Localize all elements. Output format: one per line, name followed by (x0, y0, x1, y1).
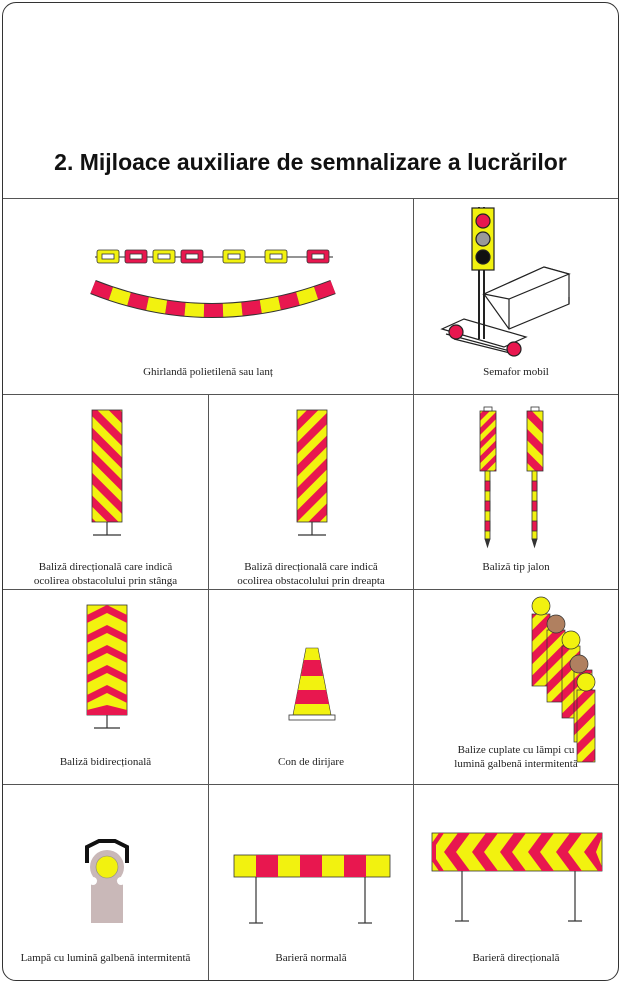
directional-barrier-icon (431, 832, 603, 922)
bidirectional-beacon-icon (86, 604, 128, 729)
beacon-right-caption-line1: Baliză direcțională care indică (244, 561, 378, 573)
jalon-cell: Baliză tip jalon (414, 395, 618, 589)
garland-caption: Ghirlandă polietilenă sau lanț (143, 366, 273, 378)
grid-divider (413, 198, 414, 980)
jalon-caption: Baliză tip jalon (482, 561, 550, 573)
grid-divider (208, 394, 209, 980)
semafor-caption: Semafor mobil (483, 366, 549, 378)
beacon-left-caption-line2: ocolirea obstacolului prin stânga (33, 575, 178, 587)
cone-cell: Con de dirijare (209, 590, 413, 784)
coupled-cell: Balize cuplate cu lămpi cu lumină galben… (414, 590, 618, 784)
mobile-traffic-light-icon (440, 207, 571, 357)
grid-divider (3, 784, 618, 785)
coupled-caption-line2: lumină galbenă intermitentă (454, 758, 578, 770)
barrier-caption: Barieră normală (275, 952, 347, 964)
beacon-right-caption-line2: ocolirea obstacolului prin dreapta (237, 575, 385, 587)
directional-beacon-left-icon (91, 409, 123, 536)
directional-beacon-right-icon (296, 409, 328, 536)
garland-chain-icon (90, 249, 336, 318)
grid-divider (3, 589, 618, 590)
garland-cell: Ghirlandă polietilenă sau lanț (3, 199, 413, 394)
grid-divider (3, 198, 618, 199)
lamp-caption: Lampă cu lumină galbenă intermitentă (20, 952, 191, 964)
normal-barrier-icon (233, 854, 391, 924)
bidir-cell: Baliză bidirecțională (3, 590, 208, 784)
beacon-left-cell: Baliză direcțională care indică ocolirea… (3, 395, 208, 589)
dirbarrier-caption: Barieră direcțională (472, 952, 560, 964)
barrier-cell: Barieră normală (209, 785, 413, 980)
beacon-left-caption-line1: Baliză direcțională care indică (38, 561, 173, 573)
semafor-cell: Semafor mobil (414, 199, 618, 394)
coupled-beacons-icon (531, 596, 596, 763)
cone-caption: Con de dirijare (278, 756, 344, 768)
flashing-lamp-icon (85, 839, 129, 923)
traffic-cone-icon (288, 647, 336, 721)
beacon-right-cell: Baliză direcțională care indică ocolirea… (209, 395, 413, 589)
dirbarrier-cell: Barieră direcțională (414, 785, 618, 980)
coupled-caption-line1: Balize cuplate cu lămpi cu (457, 744, 575, 756)
lamp-cell: Lampă cu lumină galbenă intermitentă (3, 785, 208, 980)
grid-divider (3, 394, 618, 395)
pole-beacon-icon (479, 406, 544, 549)
bidir-caption: Baliză bidirecțională (59, 756, 152, 768)
page-title: 2. Mijloace auxiliare de semnalizare a l… (54, 149, 567, 175)
